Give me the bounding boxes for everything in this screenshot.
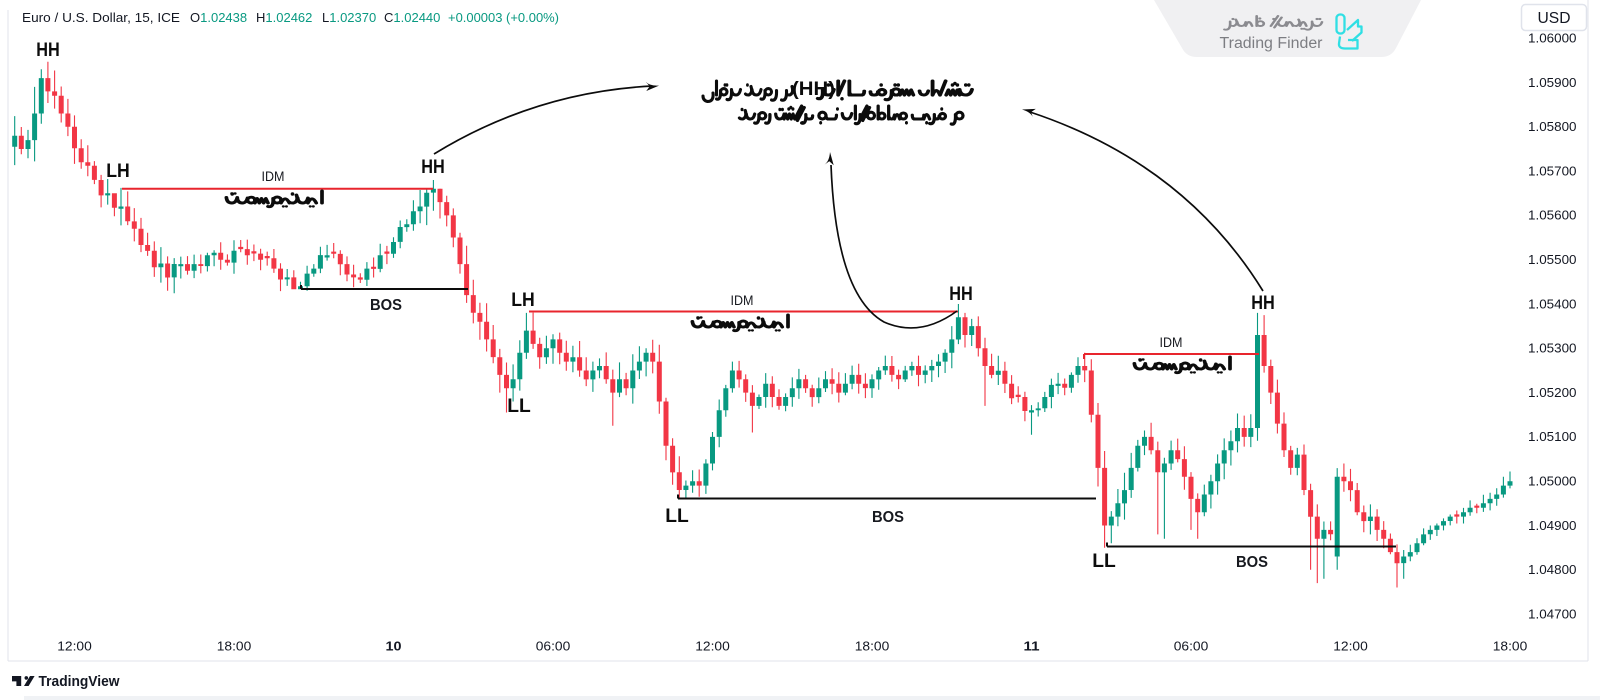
svg-text:12:00: 12:00 — [57, 639, 92, 654]
svg-text:12:00: 12:00 — [1333, 639, 1368, 654]
svg-text:1.05000: 1.05000 — [1528, 474, 1577, 489]
svg-text:1.04900: 1.04900 — [1528, 518, 1577, 533]
svg-text:1.05100: 1.05100 — [1528, 429, 1577, 444]
svg-text:1.04700: 1.04700 — [1528, 606, 1577, 621]
svg-text:1.05700: 1.05700 — [1528, 163, 1577, 178]
svg-text:LL: LL — [507, 396, 531, 417]
svg-text:LH: LH — [106, 161, 130, 182]
svg-text:1.06000: 1.06000 — [1528, 31, 1577, 46]
svg-text:06:00: 06:00 — [536, 639, 571, 654]
svg-text:1.05800: 1.05800 — [1528, 119, 1577, 134]
svg-text:18:00: 18:00 — [1493, 639, 1528, 654]
svg-text:BOS: BOS — [370, 297, 402, 314]
svg-text:H1.02462: H1.02462 — [256, 10, 312, 25]
svg-text:TradingView: TradingView — [39, 674, 121, 690]
svg-text:1.05400: 1.05400 — [1528, 296, 1577, 311]
svg-text:LH: LH — [511, 290, 535, 311]
svg-text:1.05900: 1.05900 — [1528, 75, 1577, 90]
svg-text:L1.02370: L1.02370 — [322, 10, 376, 25]
svg-text:Trading Finder: Trading Finder — [1220, 35, 1323, 52]
svg-text:1.05600: 1.05600 — [1528, 208, 1577, 223]
svg-text:IDM: IDM — [1160, 334, 1183, 350]
svg-text:O1.02438: O1.02438 — [190, 10, 247, 25]
svg-text:06:00: 06:00 — [1174, 639, 1209, 654]
svg-text:BOS: BOS — [1236, 554, 1268, 571]
svg-text:11: 11 — [1024, 639, 1040, 654]
svg-text:18:00: 18:00 — [855, 639, 890, 654]
svg-text:18:00: 18:00 — [217, 639, 252, 654]
svg-text:1.05200: 1.05200 — [1528, 385, 1577, 400]
svg-text:LL: LL — [1092, 551, 1116, 572]
svg-text:IDM: IDM — [731, 292, 754, 308]
svg-text:1.05500: 1.05500 — [1528, 252, 1577, 267]
svg-text:HH: HH — [1251, 293, 1275, 314]
svg-text:10: 10 — [386, 639, 402, 654]
svg-text:Euro / U.S. Dollar, 15, ICE: Euro / U.S. Dollar, 15, ICE — [22, 10, 180, 25]
svg-text:HH: HH — [421, 157, 445, 178]
svg-text:LL: LL — [665, 506, 689, 527]
svg-text:IDM: IDM — [262, 168, 285, 184]
svg-text:USD: USD — [1538, 10, 1571, 27]
svg-text:(HH): (HH) — [792, 78, 835, 100]
svg-text:1.05300: 1.05300 — [1528, 341, 1577, 356]
svg-text:C1.02440: C1.02440 — [384, 10, 440, 25]
svg-text:12:00: 12:00 — [695, 639, 730, 654]
svg-text:BOS: BOS — [872, 509, 904, 526]
svg-text:1.04800: 1.04800 — [1528, 562, 1577, 577]
svg-text:HH: HH — [36, 40, 60, 61]
svg-text:+0.00003 (+0.00%): +0.00003 (+0.00%) — [448, 10, 559, 25]
svg-text:HH: HH — [949, 284, 973, 305]
